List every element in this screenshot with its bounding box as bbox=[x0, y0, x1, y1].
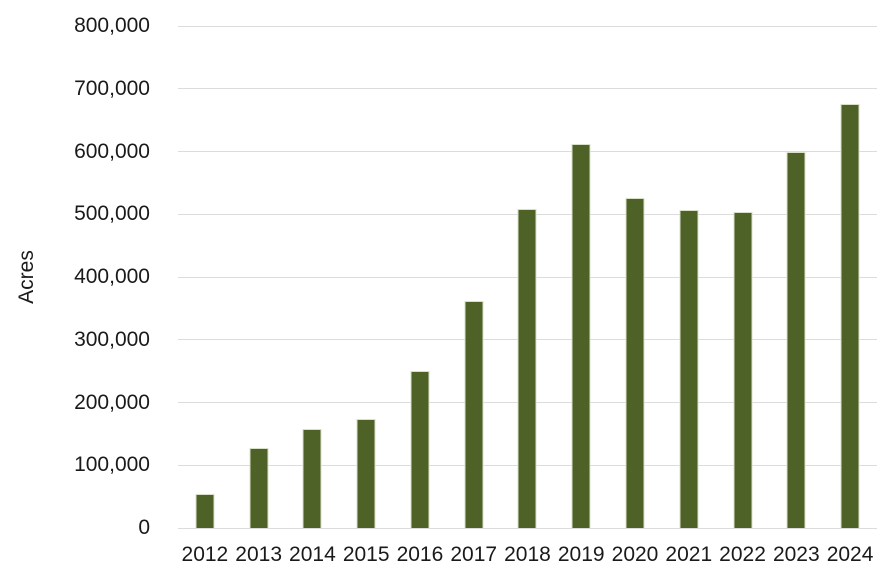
bar-cell bbox=[823, 26, 877, 528]
bar-2014 bbox=[302, 429, 322, 528]
bar-2016 bbox=[410, 371, 430, 528]
bar-cell bbox=[178, 26, 232, 528]
bar-cell bbox=[339, 26, 393, 528]
bar-2012 bbox=[195, 494, 215, 528]
bar-2013 bbox=[249, 448, 269, 528]
y-tick-label: 600,000 bbox=[74, 139, 150, 163]
bar-cell bbox=[662, 26, 716, 528]
gridline bbox=[178, 25, 877, 27]
bar-2017 bbox=[464, 300, 484, 528]
y-tick-label: 800,000 bbox=[74, 14, 150, 37]
x-tick-label: 2014 bbox=[289, 543, 336, 566]
bar-2023 bbox=[786, 151, 806, 528]
plot-area bbox=[178, 25, 877, 529]
gridline bbox=[178, 151, 877, 152]
x-tick-label: 2012 bbox=[181, 543, 229, 566]
x-axis-tick-labels: 2012 2013 2014 2015 2016 2017 2018 2019 2020 2021… bbox=[178, 542, 877, 570]
y-tick-label: 400,000 bbox=[74, 265, 150, 288]
bar-series bbox=[178, 26, 877, 528]
x-tick-label: 2022 bbox=[719, 543, 766, 566]
gridline bbox=[178, 88, 877, 90]
x-tick-label: 2021 bbox=[665, 543, 713, 566]
bar-cell bbox=[393, 26, 447, 528]
y-tick-label: 500,000 bbox=[74, 202, 150, 226]
bar-2022 bbox=[733, 211, 753, 528]
bar-2024 bbox=[840, 104, 860, 528]
bar-2019 bbox=[571, 143, 591, 528]
bar-cell bbox=[769, 26, 823, 528]
bar-cell bbox=[554, 26, 608, 528]
bar-cell bbox=[608, 26, 662, 528]
bar-cell bbox=[716, 26, 770, 528]
x-tick-label: 2023 bbox=[772, 543, 820, 566]
x-tick-label: 2017 bbox=[450, 543, 498, 566]
bar-2015 bbox=[356, 419, 376, 528]
x-tick-label: 2020 bbox=[611, 543, 659, 566]
y-tick-label: 0 bbox=[138, 516, 150, 539]
x-tick-label: 2015 bbox=[342, 543, 390, 566]
x-tick-label: 2024 bbox=[826, 543, 874, 566]
x-tick-label: 2018 bbox=[504, 543, 551, 566]
gridline bbox=[178, 527, 877, 529]
y-tick-label: 100,000 bbox=[74, 453, 150, 477]
x-tick-label: 2016 bbox=[396, 543, 444, 566]
bar-2018 bbox=[517, 209, 537, 528]
bar-2021 bbox=[679, 209, 699, 528]
y-tick-label: 300,000 bbox=[74, 327, 150, 351]
y-tick-label: 200,000 bbox=[74, 390, 150, 414]
x-tick-label: 2013 bbox=[235, 543, 282, 566]
bar-cell bbox=[447, 26, 501, 528]
bar-cell bbox=[232, 26, 286, 528]
x-tick-label: 2019 bbox=[557, 543, 605, 566]
bar-cell bbox=[501, 26, 555, 528]
y-tick-label: 700,000 bbox=[74, 76, 150, 100]
bar-cell bbox=[286, 26, 340, 528]
bar-2020 bbox=[625, 197, 645, 528]
